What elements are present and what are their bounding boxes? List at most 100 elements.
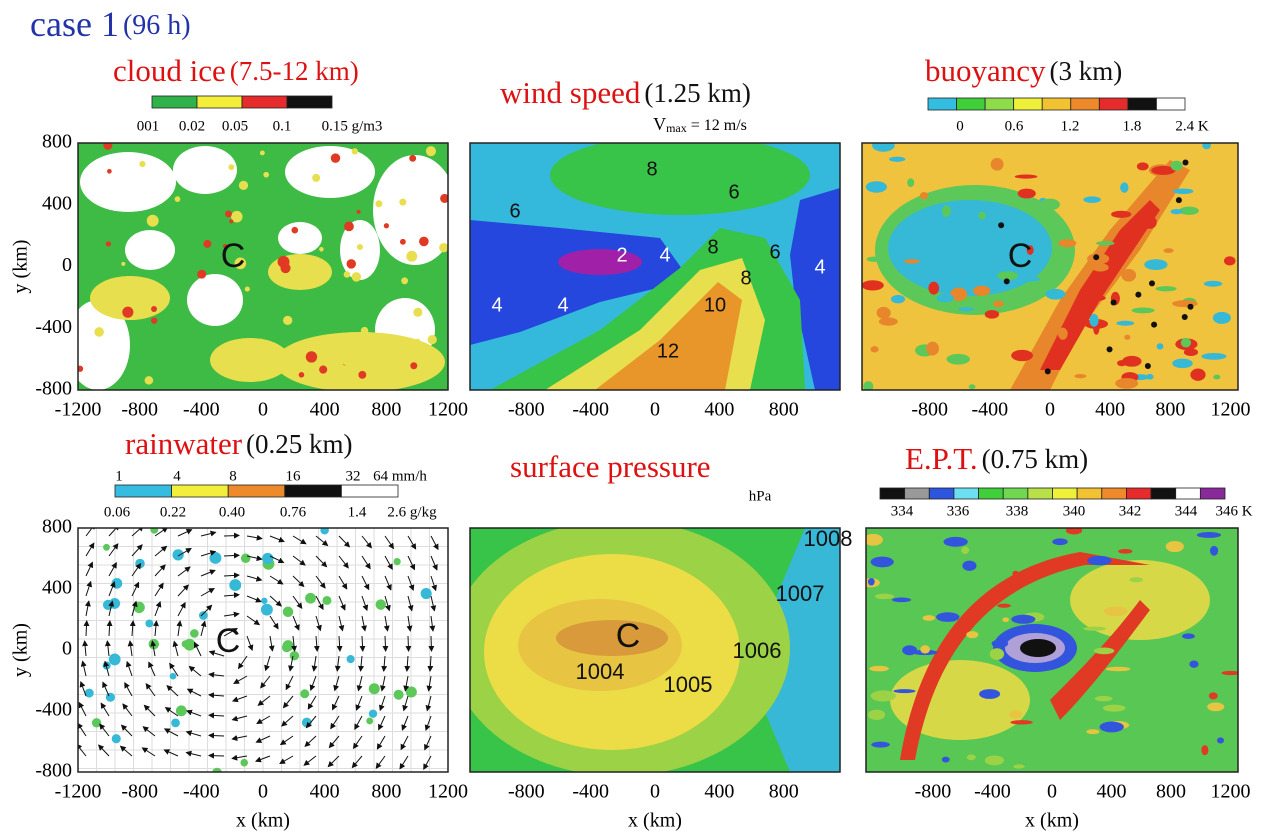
rain-dot	[229, 579, 241, 591]
wind-arrow	[431, 636, 432, 651]
contour-label: 1004	[576, 659, 625, 684]
speckle	[1213, 375, 1220, 380]
colorbar-box	[1053, 488, 1078, 499]
speckle	[1137, 162, 1149, 170]
rain-dot	[283, 607, 294, 618]
rain-dot	[394, 690, 404, 700]
wind-arrow	[209, 735, 224, 736]
colorbar-label: 2.6 g/kg	[387, 504, 437, 520]
x-tick-label: -800	[911, 399, 948, 421]
speckle	[1145, 363, 1151, 369]
y-tick-label: 400	[42, 192, 72, 214]
speckle	[1163, 248, 1173, 253]
colorbar-box	[115, 485, 172, 497]
speckle	[1011, 615, 1035, 624]
colorbar-box	[287, 96, 332, 108]
panel-name: rainwater	[125, 426, 243, 461]
rain-dot	[103, 544, 110, 551]
contour-label: 4	[491, 294, 502, 316]
x-tick-label: -1200	[55, 399, 102, 421]
speckle	[1103, 705, 1126, 712]
vmax-symbol: V	[653, 114, 666, 134]
speckle	[1009, 710, 1022, 718]
x-tick-label: 800	[371, 399, 401, 421]
speckle	[426, 146, 436, 156]
colorbar-box	[985, 98, 1014, 110]
contour-label: 8	[646, 158, 657, 180]
panel-name: surface pressure	[510, 449, 711, 484]
colorbar-label: 16	[286, 468, 302, 484]
x-tick-label: 0	[258, 781, 268, 803]
rain-dot	[106, 693, 115, 702]
x-tick-label: 0	[1045, 399, 1055, 421]
speckle	[1135, 292, 1141, 298]
speckle	[1210, 546, 1218, 556]
colorbar-label: 334	[891, 503, 914, 519]
speckle	[1116, 321, 1134, 326]
speckle	[998, 222, 1004, 228]
y-tick-label: 800	[42, 516, 72, 538]
x-tick-label: 800	[769, 399, 799, 421]
x-tick-label: 1200	[428, 781, 468, 803]
speckle	[331, 153, 340, 162]
buoyancy-field	[862, 139, 1238, 392]
x-tick-label: -400	[183, 781, 220, 803]
contour-label: 1005	[664, 672, 713, 697]
speckle	[1104, 606, 1128, 616]
speckle	[907, 178, 914, 187]
speckle	[869, 666, 889, 672]
contour-label: 8	[707, 236, 718, 258]
rain-dot	[85, 689, 94, 698]
colorbar-box	[1099, 98, 1128, 110]
colorbar-box	[954, 488, 979, 499]
speckle	[920, 192, 928, 199]
x-tick-label: 400	[704, 399, 734, 421]
x-tick-label: -400	[572, 399, 609, 421]
speckle	[961, 547, 969, 554]
speckle	[312, 174, 320, 182]
time-label: (96 h)	[123, 10, 191, 41]
speckle	[902, 645, 917, 655]
rain-dot	[406, 686, 417, 697]
colorbar-box	[172, 485, 229, 497]
speckle	[283, 316, 292, 325]
colorbar-label: 0	[956, 118, 964, 134]
colorbar-label: 2.4 K	[1175, 118, 1209, 134]
speckle	[1092, 263, 1109, 271]
colorbar-label: 342	[1119, 503, 1142, 519]
speckle	[1173, 188, 1193, 194]
speckle	[923, 615, 936, 621]
speckle	[399, 199, 406, 206]
contour-label: 6	[728, 181, 739, 203]
speckle	[967, 754, 976, 760]
speckle	[966, 631, 978, 638]
rain-dot	[173, 549, 184, 560]
speckle	[1015, 174, 1038, 178]
speckle	[879, 317, 898, 325]
speckle	[299, 372, 305, 378]
rain-dot	[92, 718, 101, 727]
speckle	[1124, 335, 1130, 340]
speckle	[175, 196, 181, 202]
rain-dot	[182, 640, 189, 647]
speckle	[985, 755, 1004, 765]
rainwater-field	[33, 511, 448, 777]
x-axis-label: x (km)	[1025, 810, 1079, 832]
speckle	[291, 227, 298, 234]
speckle	[1100, 722, 1124, 733]
colorbar-box	[285, 485, 342, 497]
colorbar-label: 1	[115, 468, 123, 484]
speckle	[203, 240, 211, 248]
speckle	[229, 219, 233, 223]
speckle	[1176, 197, 1182, 203]
speckle	[1093, 254, 1099, 260]
speckle	[419, 237, 429, 247]
speckle	[357, 244, 363, 250]
rain-dot	[241, 553, 251, 563]
rain-dot	[145, 619, 153, 627]
speckle	[406, 251, 417, 262]
y-tick-label: -400	[35, 699, 72, 721]
colorbar-label: 64 mm/h	[373, 468, 427, 484]
contour-label: 1007	[776, 581, 825, 606]
speckle	[197, 270, 206, 279]
